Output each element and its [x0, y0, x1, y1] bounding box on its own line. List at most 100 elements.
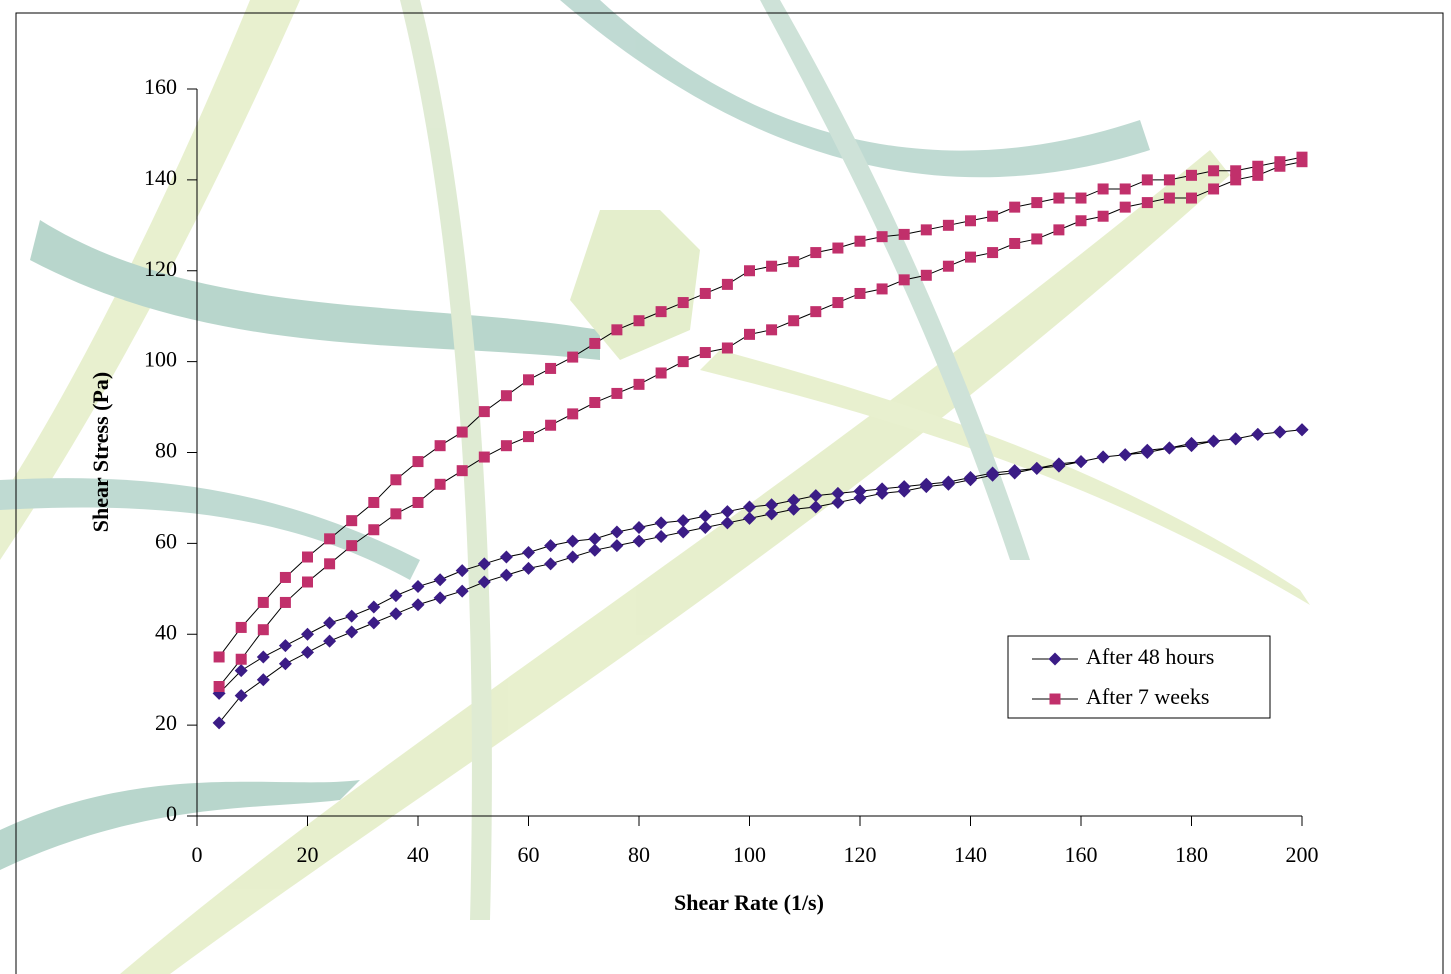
marker: [479, 406, 490, 417]
marker: [1274, 161, 1285, 172]
marker: [899, 274, 910, 285]
marker: [1208, 183, 1219, 194]
marker: [301, 646, 314, 659]
x-tick-label: 200: [1286, 842, 1319, 867]
legend: After 48 hours After 7 weeks: [1008, 636, 1270, 718]
marker: [656, 367, 667, 378]
x-axis-title: Shear Rate (1/s): [674, 890, 824, 915]
marker: [965, 215, 976, 226]
marker: [456, 564, 469, 577]
marker: [699, 521, 712, 534]
marker: [1031, 233, 1042, 244]
marker: [522, 546, 535, 559]
y-tick-label: 80: [155, 438, 177, 463]
marker: [236, 654, 247, 665]
marker: [1164, 174, 1175, 185]
marker: [1163, 441, 1176, 454]
marker: [1208, 165, 1219, 176]
marker: [1296, 423, 1309, 436]
marker: [921, 270, 932, 281]
marker: [1075, 455, 1088, 468]
y-tick-label: 0: [166, 801, 177, 826]
marker: [1120, 202, 1131, 213]
marker: [877, 231, 888, 242]
marker: [722, 279, 733, 290]
marker: [434, 573, 447, 586]
marker: [214, 651, 225, 662]
marker: [678, 356, 689, 367]
marker: [545, 363, 556, 374]
marker: [1008, 466, 1021, 479]
y-tick-label: 60: [155, 528, 177, 553]
marker: [346, 540, 357, 551]
marker: [457, 427, 468, 438]
marker: [479, 452, 490, 463]
marker: [1097, 451, 1110, 464]
marker: [721, 505, 734, 518]
marker: [456, 585, 469, 598]
marker: [1297, 156, 1308, 167]
x-tick-label: 60: [518, 842, 540, 867]
legend-label: After 7 weeks: [1086, 684, 1209, 709]
marker: [435, 440, 446, 451]
marker: [722, 342, 733, 353]
marker: [500, 569, 513, 582]
marker: [1053, 193, 1064, 204]
marker: [677, 526, 690, 539]
marker: [1076, 193, 1087, 204]
marker: [677, 514, 690, 527]
marker: [943, 220, 954, 231]
y-tick-label: 100: [144, 347, 177, 372]
marker: [345, 625, 358, 638]
marker: [523, 374, 534, 385]
y-axis-title: Shear Stress (Pa): [88, 372, 113, 533]
marker: [566, 535, 579, 548]
marker: [345, 610, 358, 623]
marker: [942, 478, 955, 491]
marker: [346, 515, 357, 526]
marker: [500, 551, 513, 564]
marker: [412, 598, 425, 611]
marker: [634, 379, 645, 390]
marker: [1229, 432, 1242, 445]
marker: [1050, 694, 1061, 705]
marker: [1164, 193, 1175, 204]
marker: [302, 576, 313, 587]
marker: [435, 479, 446, 490]
marker: [1120, 183, 1131, 194]
y-tick-label: 120: [144, 256, 177, 281]
x-tick-label: 160: [1065, 842, 1098, 867]
marker: [235, 689, 248, 702]
marker: [920, 480, 933, 493]
marker: [1142, 174, 1153, 185]
marker: [544, 557, 557, 570]
marker: [1186, 170, 1197, 181]
legend-label: After 48 hours: [1086, 644, 1214, 669]
marker: [589, 338, 600, 349]
page: {"chart_data": { "type": "line", "x_labe…: [0, 0, 1451, 974]
marker: [633, 535, 646, 548]
marker: [832, 297, 843, 308]
marker: [700, 347, 711, 358]
marker: [1185, 439, 1198, 452]
marker: [965, 252, 976, 263]
marker: [855, 288, 866, 299]
marker: [1230, 174, 1241, 185]
marker: [987, 247, 998, 258]
marker: [368, 524, 379, 535]
marker: [699, 510, 712, 523]
marker: [1186, 193, 1197, 204]
marker: [389, 607, 402, 620]
marker: [566, 551, 579, 564]
marker: [854, 491, 867, 504]
marker: [390, 508, 401, 519]
marker: [987, 211, 998, 222]
marker: [744, 265, 755, 276]
marker: [522, 562, 535, 575]
marker: [634, 315, 645, 326]
marker: [589, 397, 600, 408]
marker: [611, 388, 622, 399]
marker: [877, 283, 888, 294]
marker: [258, 597, 269, 608]
marker: [213, 716, 226, 729]
